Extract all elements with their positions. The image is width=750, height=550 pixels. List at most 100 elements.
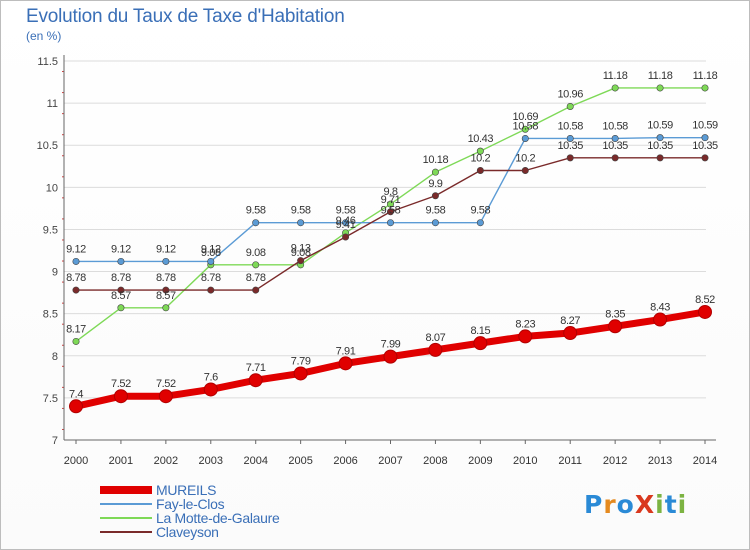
data-label: 9.12 (66, 243, 86, 255)
data-point (117, 286, 125, 294)
data-point (293, 366, 308, 381)
data-label: 10.35 (647, 140, 673, 152)
series-la-motte-de-galaure (72, 84, 709, 345)
data-label: 10.59 (692, 120, 718, 132)
y-tick-label: 10 (46, 182, 58, 194)
data-label: 8.35 (605, 308, 625, 320)
logo-letter: X (634, 490, 656, 519)
data-point (476, 166, 484, 174)
data-point (113, 389, 128, 404)
logo-letter: P (584, 490, 604, 519)
legend-swatch (100, 531, 152, 533)
data-label: 8.78 (111, 272, 131, 284)
data-label: 8.23 (515, 318, 535, 330)
data-point (162, 304, 170, 312)
data-label: 9.58 (291, 205, 311, 217)
data-point (72, 337, 80, 345)
data-label: 10.18 (423, 154, 449, 166)
data-point (611, 134, 619, 142)
data-label: 11.18 (693, 70, 718, 82)
chart-subtitle: (en %) (26, 29, 62, 43)
data-point (383, 349, 398, 364)
x-tick-label: 2002 (154, 455, 178, 467)
data-point (207, 286, 215, 294)
data-point (431, 168, 439, 176)
data-label: 10.58 (557, 120, 583, 132)
data-label: 8.17 (66, 323, 86, 335)
data-point (158, 389, 173, 404)
data-point (297, 257, 305, 265)
chart-title: Evolution du Taux de Taxe d'Habitation (26, 6, 345, 27)
data-point (521, 134, 529, 142)
logo-letter: i (677, 490, 688, 519)
x-tick-label: 2007 (378, 455, 402, 467)
series-fay-le-clos (72, 134, 709, 265)
legend-item: Claveyson (100, 525, 279, 539)
data-label: 7.79 (291, 355, 311, 367)
data-label: 9.58 (246, 205, 266, 217)
data-label: 8.78 (156, 272, 176, 284)
legend-swatch (100, 486, 152, 494)
data-label: 10.59 (647, 120, 673, 132)
legend-item: MUREILS (100, 483, 279, 497)
data-label: 10.2 (515, 152, 535, 164)
logo-letter: o (616, 490, 635, 519)
data-point (338, 356, 353, 371)
y-tick-label: 11.5 (37, 56, 58, 68)
data-point (611, 154, 619, 162)
data-label: 10.43 (468, 133, 494, 145)
data-label: 9.58 (426, 205, 446, 217)
legend-label: Fay-le-Clos (156, 496, 225, 512)
data-label: 9.08 (246, 247, 266, 259)
data-label: 7.52 (156, 378, 176, 390)
data-label: 9.71 (381, 194, 401, 206)
data-label: 7.91 (336, 345, 356, 357)
x-tick-label: 2005 (288, 455, 312, 467)
data-label: 9.58 (470, 205, 490, 217)
data-point (473, 336, 488, 351)
data-point (656, 154, 664, 162)
data-label: 8.78 (246, 272, 266, 284)
y-tick-label: 11 (47, 98, 58, 110)
y-tick-label: 8 (52, 351, 58, 363)
data-label: 10.35 (557, 140, 583, 152)
series-lines (69, 84, 712, 414)
logo-letter: r (603, 490, 617, 519)
data-label: 8.27 (560, 315, 580, 327)
data-point (656, 134, 664, 142)
data-point (656, 84, 664, 92)
data-point (566, 134, 574, 142)
x-tick-label: 2004 (243, 455, 267, 467)
data-label: 7.52 (111, 378, 131, 390)
data-point (563, 326, 578, 341)
data-point (207, 257, 215, 265)
data-label: 9.58 (336, 205, 356, 217)
data-point (162, 257, 170, 265)
data-label: 7.99 (381, 339, 401, 351)
data-point (566, 154, 574, 162)
data-point (701, 84, 709, 92)
data-label: 8.43 (650, 302, 670, 314)
data-point (476, 219, 484, 227)
series-claveyson (72, 154, 709, 294)
data-label: 9.13 (291, 243, 311, 255)
data-label: 8.57 (156, 290, 176, 302)
x-tick-label: 2001 (109, 455, 133, 467)
legend: MUREILS Fay-le-Clos La Motte-de-Galaure Cla… (100, 483, 280, 539)
data-label: 9.08 (291, 247, 311, 259)
data-label: 8.78 (66, 272, 86, 284)
x-tick-label: 2009 (468, 455, 492, 467)
data-label: 10.96 (557, 88, 583, 100)
data-label: 9.12 (201, 243, 221, 255)
data-point (297, 219, 305, 227)
data-point (386, 200, 394, 208)
data-point (248, 373, 263, 388)
x-tick-label: 2012 (603, 455, 627, 467)
legend-label: Claveyson (156, 524, 219, 540)
x-tick-label: 2000 (64, 455, 88, 467)
legend-swatch (100, 503, 152, 505)
legend-label: La Motte-de-Galaure (156, 510, 280, 526)
data-label: 9.12 (111, 243, 131, 255)
